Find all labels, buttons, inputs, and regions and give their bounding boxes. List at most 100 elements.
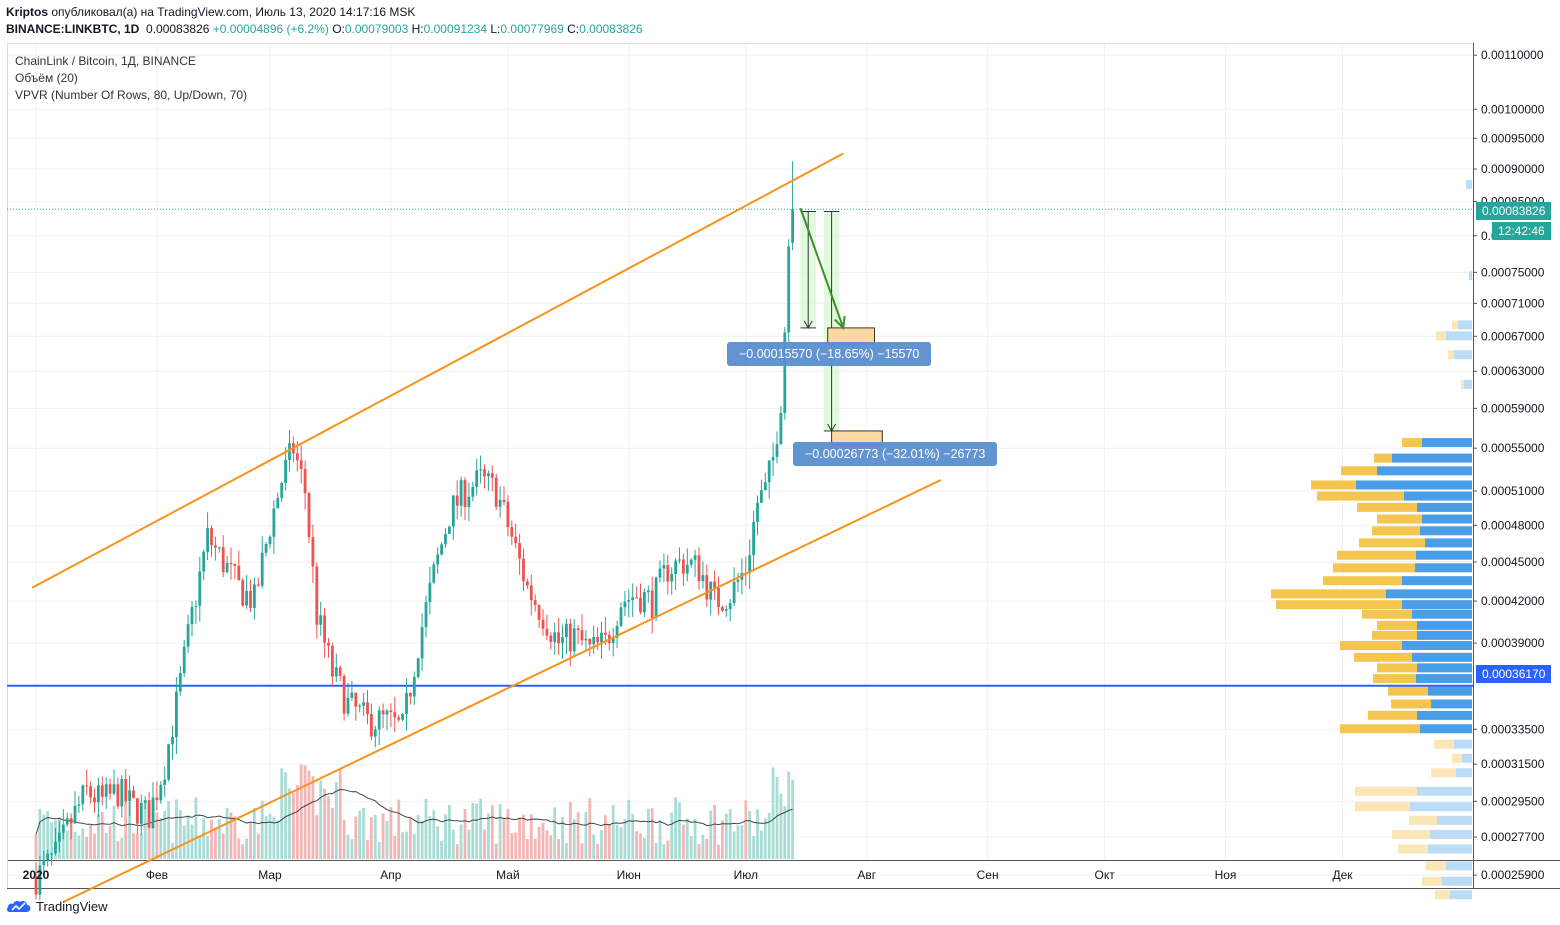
volume-bar bbox=[561, 817, 564, 859]
candle-body bbox=[155, 797, 159, 801]
candle-body bbox=[241, 580, 245, 606]
candle-body bbox=[54, 841, 57, 854]
volume-bar bbox=[510, 833, 514, 859]
candle-body bbox=[646, 590, 650, 593]
candle-body bbox=[65, 818, 69, 825]
candle-body bbox=[685, 564, 689, 574]
volume-bar bbox=[338, 768, 342, 859]
volume-bar bbox=[631, 813, 635, 859]
volume-bar bbox=[112, 805, 116, 859]
volume-bar bbox=[319, 780, 323, 859]
candle-body bbox=[693, 555, 697, 560]
volume-bar bbox=[736, 825, 740, 859]
vpvr-down-bar bbox=[1398, 844, 1428, 854]
publish-text: опубликовал(а) на TradingView.com, Июль … bbox=[51, 5, 416, 19]
candle-body bbox=[136, 798, 139, 824]
volume-bar bbox=[611, 804, 615, 859]
candle-body bbox=[81, 785, 85, 805]
volume-bar bbox=[155, 812, 159, 859]
candle-body bbox=[405, 692, 408, 715]
candle-body bbox=[576, 628, 580, 631]
volume-bar bbox=[280, 768, 284, 859]
volume-bar bbox=[662, 844, 666, 859]
vpvr-up-bar bbox=[1458, 320, 1472, 330]
candle-body bbox=[214, 545, 217, 548]
candle-body bbox=[487, 473, 490, 477]
candle-body bbox=[428, 582, 432, 603]
volume-bar bbox=[186, 815, 190, 859]
volume-bar bbox=[479, 798, 482, 859]
time-tick-label: Сен bbox=[977, 868, 999, 882]
candle-body bbox=[732, 581, 736, 604]
price-tick-label: 0.00095000 bbox=[1481, 131, 1545, 145]
volume-bar bbox=[46, 811, 50, 859]
candle-body bbox=[159, 784, 163, 801]
price-tick-label: 0.00025900 bbox=[1481, 868, 1545, 882]
vpvr-up-bar bbox=[1450, 890, 1472, 900]
vpvr-up-bar bbox=[1417, 630, 1472, 640]
measure-label-2: −0.00026773 (−32.01%) −26773 bbox=[793, 442, 998, 466]
legend-title[interactable]: ChainLink / Bitcoin, 1Д, BINANCE bbox=[15, 54, 196, 68]
price-tick-label: 0.00051000 bbox=[1481, 484, 1545, 498]
volume-bar bbox=[38, 809, 42, 859]
author-name[interactable]: Kriptos bbox=[6, 5, 48, 19]
vpvr-down-bar bbox=[1276, 600, 1402, 610]
price-tick-label: 0.00055000 bbox=[1481, 441, 1545, 455]
volume-bar bbox=[635, 831, 638, 859]
candle-body bbox=[245, 590, 248, 606]
volume-bar bbox=[545, 830, 549, 859]
candle-body bbox=[767, 460, 771, 483]
candle-body bbox=[600, 632, 603, 643]
legend-vpvr[interactable]: VPVR (Number Of Rows, 80, Up/Down, 70) bbox=[15, 88, 248, 102]
volume-bar bbox=[553, 807, 557, 859]
candle-body bbox=[253, 584, 256, 608]
volume-bar bbox=[771, 767, 775, 859]
candle-body bbox=[463, 480, 467, 508]
vpvr-up-bar bbox=[1404, 491, 1472, 501]
candle-body bbox=[221, 547, 225, 573]
legend-volume[interactable]: Объём (20) bbox=[15, 71, 78, 85]
vpvr-up-bar bbox=[1431, 699, 1472, 709]
volume-bar bbox=[342, 819, 346, 859]
candle-body bbox=[701, 575, 705, 582]
volume-bar bbox=[397, 799, 401, 859]
volume-bar bbox=[198, 835, 202, 859]
candle-body bbox=[198, 571, 202, 606]
forecast-arrow bbox=[799, 207, 845, 329]
candle-body bbox=[748, 555, 752, 574]
close-value: 0.00083826 bbox=[579, 22, 643, 36]
volume-bar bbox=[237, 838, 241, 859]
volume-bar bbox=[604, 815, 607, 859]
time-tick-label: Дек bbox=[1332, 868, 1353, 882]
candle-body bbox=[147, 800, 151, 829]
candle-body bbox=[377, 710, 381, 730]
volume-bar bbox=[666, 840, 670, 859]
volume-bar bbox=[77, 835, 81, 859]
candle-body bbox=[779, 413, 783, 445]
price-axis: 0.00110000 0.00100000 0.00095000 0.00090000… bbox=[1473, 48, 1545, 882]
chart-legend: ChainLink / Bitcoin, 1Д, BINANCE Объём (… bbox=[15, 53, 247, 104]
candle-body bbox=[717, 587, 720, 608]
candle-body bbox=[479, 469, 482, 471]
tradingview-footer[interactable]: TradingView bbox=[6, 898, 108, 914]
volume-bar bbox=[331, 807, 334, 859]
vpvr-down-bar bbox=[1372, 526, 1420, 536]
volume-bar bbox=[377, 842, 381, 859]
volume-bar bbox=[783, 806, 787, 859]
volume-bar bbox=[206, 835, 209, 859]
candle-body bbox=[545, 628, 549, 636]
time-tick-label: Июл bbox=[734, 868, 758, 882]
vpvr-down-bar bbox=[1340, 640, 1402, 650]
candle-body bbox=[533, 600, 537, 606]
volume-bar bbox=[541, 823, 545, 859]
volume-bar bbox=[171, 842, 174, 859]
candle-body bbox=[171, 737, 174, 745]
volume-bar bbox=[229, 812, 233, 859]
candle-body bbox=[225, 562, 229, 573]
candle-body bbox=[678, 559, 681, 561]
candle-body bbox=[89, 786, 92, 798]
vpvr-down-bar bbox=[1355, 802, 1410, 812]
volume-bar bbox=[744, 800, 748, 859]
volume-bar bbox=[763, 818, 767, 859]
